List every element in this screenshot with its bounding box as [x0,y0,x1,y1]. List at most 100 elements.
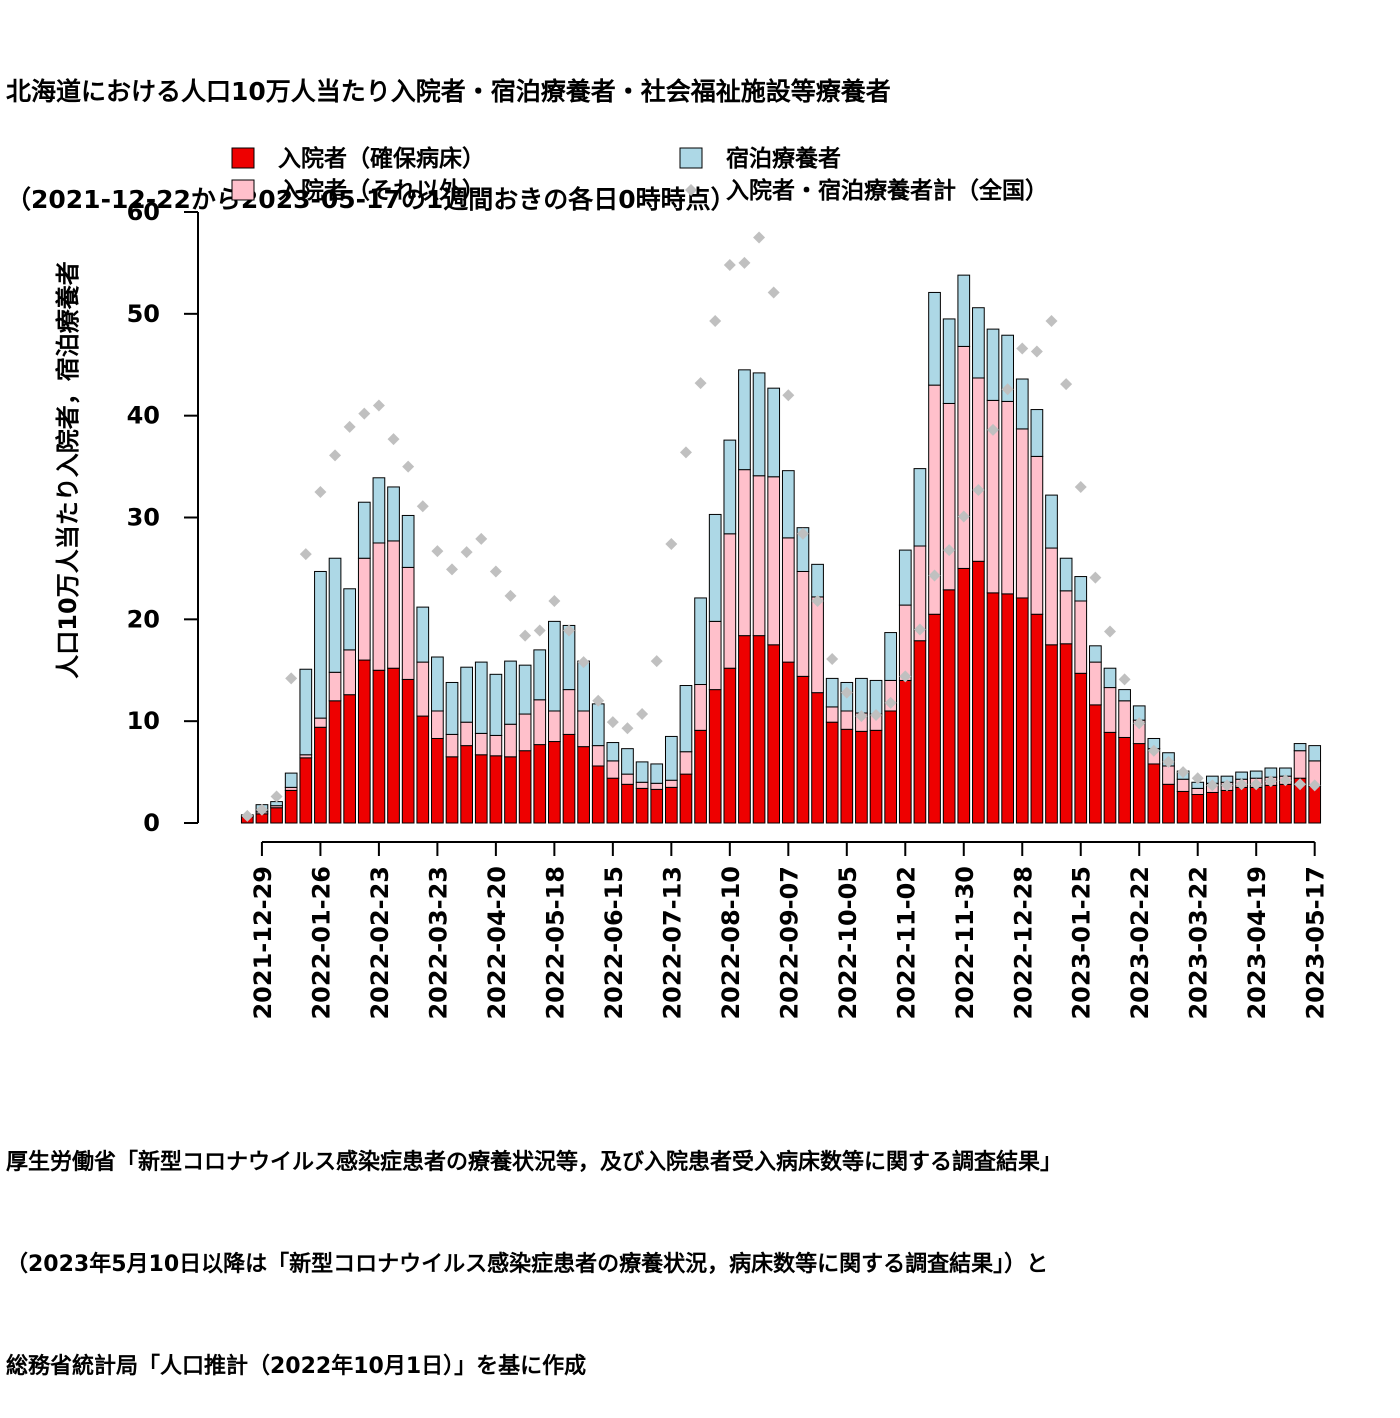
national-point [1177,766,1190,779]
bar-secured [401,678,415,824]
source-line-1: 厚生労働省「新型コロナウイルス感染症患者の療養状況等，及び入院患者受入病床数等に… [6,1150,1063,1175]
y-axis-label: 人口10万人当たり入院者，宿泊療養者 [54,261,82,678]
national-point [446,563,459,576]
bar-hotel [679,685,693,753]
bar-hotel [577,660,590,712]
bar-hotel [357,501,371,559]
x-axis: 2021-12-29 2022-01-26 2022-02-23 2022-03-23… [249,841,1330,1020]
national-point [1162,755,1175,768]
x-tick-label: 2023-05-17 [1302,866,1330,1020]
y-tick-label: 20 [127,605,160,633]
bar-other [650,782,664,790]
national-point [796,527,809,540]
bar-hotel [533,649,547,701]
bar-secured [328,700,342,824]
national-point [1220,779,1233,792]
national-point [636,708,649,721]
bar-hotel [898,549,912,606]
bar-other [328,671,342,702]
bar-secured [1205,791,1219,824]
bar-hotel [1089,645,1102,663]
bar-other [548,710,561,743]
bar-hotel [855,677,868,714]
national-point [709,314,722,327]
bar-other [767,476,781,646]
bar-secured [1147,763,1161,824]
bar-hotel [372,477,386,544]
bar-secured [781,661,795,824]
bar-hotel [650,763,664,784]
national-point [387,433,400,446]
bar-hotel [708,513,722,622]
national-point [475,532,488,545]
bar-other [401,566,415,680]
national-point [767,286,780,299]
national-point [913,623,926,636]
bar-secured [767,644,781,824]
bar-secured [1249,786,1263,824]
bar-other [898,604,912,681]
bar-other [694,684,707,731]
bar-hotel [635,761,649,783]
national-point [1147,744,1160,757]
bar-hotel [328,557,342,673]
bar-other [1176,778,1190,792]
national-point [1191,772,1204,785]
x-tick-label: 2022-01-26 [307,866,335,1020]
national-point [314,486,327,499]
bar-hotel [1059,557,1073,592]
bar-secured [928,613,941,824]
national-point [533,624,546,637]
bar-secured [913,640,927,824]
bar-hotel [1308,745,1322,762]
legend-label-other: 入院者（それ以外） [278,177,485,204]
bar-secured [796,675,810,824]
bar-other [664,779,678,788]
national-point [928,569,941,582]
bar-hotel [825,677,839,708]
bar-other [518,713,532,752]
national-point [738,256,751,269]
bar-other [504,723,517,758]
bar-secured [474,754,488,824]
bar-secured [343,694,357,824]
bar-secured [1308,785,1322,824]
bar-other [635,781,649,789]
bar-other [357,557,371,661]
national-point [416,500,429,513]
y-tick-label: 40 [127,402,160,430]
bar-secured [577,746,590,824]
bar-hotel [781,470,795,539]
bar-hotel [445,681,459,735]
bar-hotel [284,772,298,788]
national-point [650,655,663,668]
legend-label-secured: 入院者（確保病床） [278,145,485,172]
national-point [255,803,268,816]
national-point [884,696,897,709]
y-tick-label: 30 [127,504,160,532]
bar-hotel [606,742,620,762]
bar-hotel [548,620,561,712]
national-point [987,423,1000,436]
bar-hotel [664,735,678,781]
national-point [665,537,678,550]
national-point [621,722,634,735]
bar-secured [1074,672,1088,824]
bar-secured [723,667,737,824]
bar-other [1089,661,1102,706]
bar-other [738,469,751,637]
bar-other [372,542,386,671]
x-tick-label: 2021-12-29 [249,866,277,1020]
legend-swatch-hotel [679,147,703,169]
x-tick-label: 2022-02-23 [366,866,394,1020]
bar-secured [1030,613,1044,824]
bar-secured [357,659,371,824]
bar-secured [1089,704,1102,824]
bar-other [1191,787,1205,795]
bar-secured [664,786,678,824]
bar-secured [957,567,971,824]
national-point [899,670,912,683]
bar-secured [855,730,868,824]
national-point [1206,779,1219,792]
y-tick-label: 50 [127,300,160,328]
